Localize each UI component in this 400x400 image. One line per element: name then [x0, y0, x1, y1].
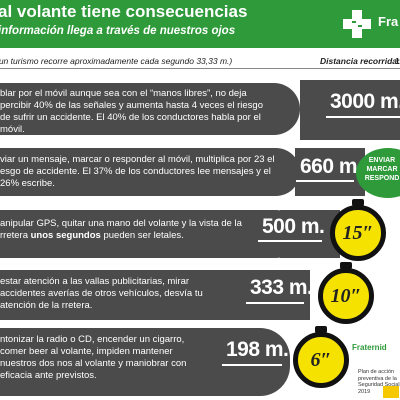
stopwatch-icon: 10″: [318, 268, 374, 324]
divider: [0, 68, 400, 69]
footer-brand: Fraternid: [352, 343, 387, 352]
footer-subtitle: Plan de acción preventiva de la Segurida…: [358, 369, 400, 395]
stopwatch-icon: 6″: [293, 332, 349, 388]
distance-tick: 1: [395, 56, 400, 66]
distance-line: [222, 364, 282, 366]
callout-badge: [356, 148, 400, 198]
distance-value: 333 m.: [250, 276, 313, 299]
row-text: blar por el móvil aunque sea con el “man…: [0, 88, 263, 135]
distance-line: [296, 180, 354, 182]
row-text: ntonizar la radio o CD, encender un ciga…: [0, 334, 187, 381]
list-item: ntonizar la radio o CD, encender un ciga…: [0, 328, 290, 396]
header-banner: al volante tiene consecuencias informaci…: [0, 0, 400, 48]
list-item: viar un mensaje, marcar o responder al m…: [0, 148, 300, 196]
stopwatch-icon: 15″: [330, 205, 386, 261]
callout-text: ENVIAR MARCAR RESPOND: [364, 157, 400, 182]
header-subtitle: información llega a través de nuestros o…: [0, 25, 236, 37]
stopwatch-time: 6″: [310, 349, 332, 371]
list-item: estar atención a las vallas publicitaria…: [0, 270, 290, 320]
distance-value: 3000 m.: [330, 90, 400, 113]
row-text-bold: unos segundos: [30, 230, 101, 241]
row-text-pre: anipular GPS, quitar una mano del volant…: [0, 218, 242, 241]
distance-line: [258, 240, 322, 242]
cross-logo-icon: [343, 10, 371, 38]
road-segment-icon: [300, 80, 400, 140]
row-text-post: pueden ser letales.: [100, 230, 184, 241]
header-brand: Fra: [378, 14, 399, 29]
list-item: blar por el móvil aunque sea con el “man…: [0, 83, 300, 135]
distance-line: [246, 302, 304, 304]
list-item: anipular GPS, quitar una mano del volant…: [0, 210, 300, 258]
row-text: estar atención a las vallas publicitaria…: [0, 276, 203, 311]
row-text: anipular GPS, quitar una mano del volant…: [0, 218, 245, 242]
speed-note: (un turismo recorre aproximadamente cada…: [0, 56, 233, 66]
header-title: al volante tiene consecuencias: [0, 2, 248, 21]
stopwatch-time: 15″: [342, 222, 374, 244]
stopwatch-crown-icon: [352, 199, 364, 206]
row-text: viar un mensaje, marcar o responder al m…: [0, 154, 275, 189]
stopwatch-crown-icon: [315, 326, 327, 333]
road-segment: [260, 270, 310, 320]
distance-line: [326, 116, 400, 118]
distance-value: 198 m.: [226, 338, 289, 361]
stopwatch-time: 10″: [330, 285, 362, 307]
stopwatch-crown-icon: [340, 262, 352, 269]
distance-value: 500 m.: [262, 215, 325, 238]
road-segment: [295, 148, 365, 196]
distance-label: Distancia recorrida:: [320, 56, 400, 66]
footer-badge-icon: [383, 386, 399, 398]
distance-value: 660 m.: [300, 155, 363, 178]
